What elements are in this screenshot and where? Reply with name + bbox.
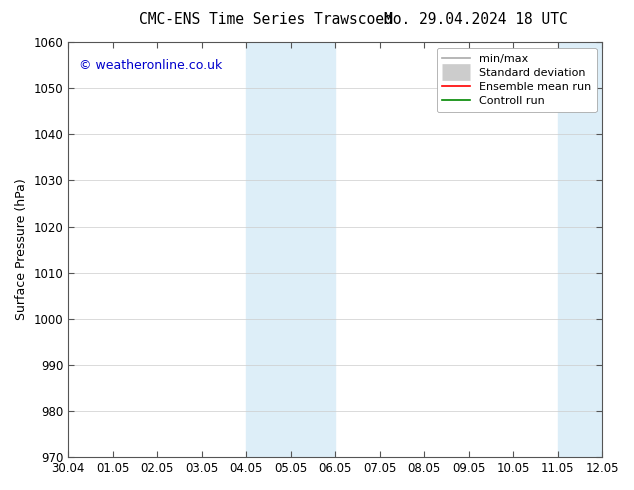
Y-axis label: Surface Pressure (hPa): Surface Pressure (hPa) [15,179,28,320]
Bar [246,42,335,457]
Legend: min/max, Standard deviation, Ensemble mean run, Controll run: min/max, Standard deviation, Ensemble me… [437,48,597,112]
Bar [558,42,634,457]
Text: CMC-ENS Time Series Trawscoed: CMC-ENS Time Series Trawscoed [139,12,393,27]
Text: Mo. 29.04.2024 18 UTC: Mo. 29.04.2024 18 UTC [384,12,567,27]
Text: © weatheronline.co.uk: © weatheronline.co.uk [79,59,222,72]
